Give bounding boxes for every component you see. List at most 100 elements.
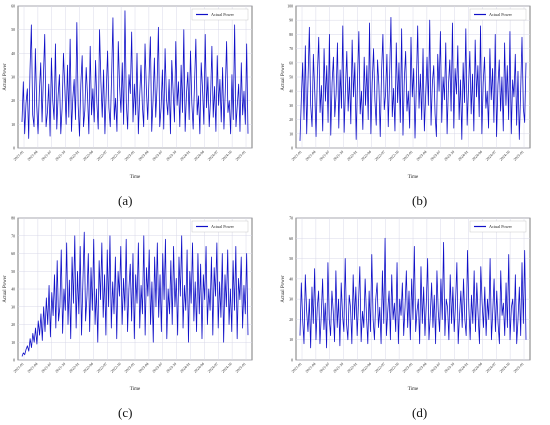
y-tick-label: 50 [289, 76, 293, 80]
x-tick-label: 2022-07 [96, 362, 108, 374]
y-tick-label: 60 [289, 61, 293, 65]
chart-panel-a: 0 10 20 30 40 50 60 2021-01 2021-04 2021-07 2021-1… [0, 0, 270, 185]
y-tick-label: 0 [13, 147, 15, 151]
x-tick-label: 2024-07 [207, 150, 219, 162]
y-axis-label: Actual Power [3, 275, 8, 303]
x-axis-label: Time [130, 387, 141, 392]
y-tick-label: 40 [11, 288, 15, 292]
x-tick-label: 2024-10 [221, 150, 233, 162]
x-tick-label: 2021-07 [319, 362, 331, 374]
x-tick-label: 2022-01 [68, 362, 80, 374]
x-tick-label: 2022-10 [110, 150, 122, 162]
caption-d: (d) [412, 405, 428, 420]
legend-box [469, 220, 527, 233]
x-tick-label: 2021-04 [305, 362, 317, 374]
x-tick-label: 2024-01 [457, 362, 469, 374]
x-tick-label: 2024-07 [485, 362, 497, 374]
legend: Actual Power [191, 220, 249, 233]
x-tick-label: 2023-10 [166, 362, 178, 374]
caption-c: (c) [118, 405, 133, 420]
x-tick-label: 2022-01 [68, 150, 80, 162]
x-tick-label: 2022-04 [360, 150, 372, 162]
y-tick-label: 70 [289, 47, 293, 51]
x-tick-label: 2023-04 [138, 150, 150, 162]
x-tick-label: 2024-01 [179, 362, 191, 374]
x-tick-label: 2024-10 [221, 362, 233, 374]
x-tick-label: 2023-10 [444, 362, 456, 374]
x-tick-label: 2022-10 [388, 362, 400, 374]
series-line-actual-power [299, 237, 527, 349]
legend: Actual Power [469, 8, 527, 21]
y-tick-label: 100 [287, 5, 293, 9]
x-tick-label: 2024-04 [471, 362, 483, 374]
y-axis-label: Actual Power [281, 275, 286, 303]
y-tick-label: 30 [11, 76, 15, 80]
x-tick-label: 2024-07 [207, 362, 219, 374]
legend: Actual Power [469, 220, 527, 233]
line-chart-d: 0 10 20 30 40 50 60 70 2021-01 2021-04 2021-07 2021… [281, 217, 531, 392]
legend-label: Actual Power [489, 12, 513, 17]
x-tick-label: 2024-10 [499, 150, 511, 162]
x-tick-label: 2024-04 [193, 150, 205, 162]
y-axis-label: Actual Power [281, 63, 286, 91]
x-tick-label: 2021-01 [13, 362, 25, 374]
x-tick-label: 2024-04 [471, 150, 483, 162]
x-tick-label: 2024-01 [179, 150, 191, 162]
caption-a: (a) [118, 193, 133, 208]
y-tick-label: 50 [289, 257, 293, 261]
x-tick-label: 2022-07 [374, 362, 386, 374]
x-tick-label: 2025-01 [235, 150, 247, 162]
x-tick-label: 2022-10 [388, 150, 400, 162]
y-tick-label: 10 [11, 341, 15, 345]
chart-panel-b: 0 10 20 30 40 50 60 70 80 90 100 2021-01 2021-04 2021… [278, 0, 548, 185]
x-tick-label: 2023-04 [138, 362, 150, 374]
x-tick-label: 2021-04 [305, 150, 317, 162]
x-tick-label: 2021-07 [41, 362, 53, 374]
y-tick-label: 60 [11, 252, 15, 256]
y-tick-label: 80 [11, 217, 15, 221]
x-axis-label: Time [408, 387, 419, 392]
x-tick-label: 2022-04 [82, 362, 94, 374]
y-tick-label: 30 [11, 305, 15, 309]
x-tick-label: 2024-01 [457, 150, 469, 162]
legend-box [191, 220, 249, 233]
line-chart-a: 0 10 20 30 40 50 60 2021-01 2021-04 2021-07 2021-1… [3, 5, 253, 180]
y-tick-label: 10 [289, 132, 293, 136]
y-tick-label: 10 [289, 338, 293, 342]
legend: Actual Power [191, 8, 249, 21]
x-tick-label: 2022-07 [96, 150, 108, 162]
y-tick-label: 60 [289, 237, 293, 241]
y-tick-label: 50 [11, 28, 15, 32]
y-tick-label: 30 [289, 104, 293, 108]
y-tick-label: 20 [289, 118, 293, 122]
x-tick-label: 2024-07 [485, 150, 497, 162]
x-tick-label: 2021-07 [319, 150, 331, 162]
y-tick-label: 90 [289, 19, 293, 23]
x-tick-label: 2022-01 [346, 150, 358, 162]
x-axis-label: Time [408, 175, 419, 180]
x-tick-label: 2021-10 [333, 362, 345, 374]
y-tick-label: 30 [289, 298, 293, 302]
x-tick-label: 2023-01 [124, 362, 136, 374]
x-tick-label: 2021-10 [55, 362, 67, 374]
series-line-actual-power [21, 231, 249, 357]
x-tick-label: 2025-01 [513, 362, 525, 374]
y-tick-label: 50 [11, 270, 15, 274]
y-tick-label: 60 [11, 5, 15, 9]
caption-b: (b) [412, 193, 428, 208]
x-tick-label: 2023-04 [416, 150, 428, 162]
x-tick-label: 2023-10 [166, 150, 178, 162]
x-tick-label: 2021-07 [41, 150, 53, 162]
x-tick-label: 2023-07 [152, 362, 164, 374]
x-tick-label: 2021-01 [291, 150, 303, 162]
x-tick-label: 2021-10 [333, 150, 345, 162]
x-tick-label: 2022-04 [360, 362, 372, 374]
series-line-actual-power [299, 16, 527, 141]
y-tick-label: 0 [291, 147, 293, 151]
x-tick-label: 2025-01 [513, 150, 525, 162]
y-tick-label: 10 [11, 123, 15, 127]
x-tick-label: 2024-04 [193, 362, 205, 374]
legend-label: Actual Power [211, 224, 235, 229]
y-tick-label: 40 [289, 277, 293, 281]
y-tick-label: 20 [289, 318, 293, 322]
